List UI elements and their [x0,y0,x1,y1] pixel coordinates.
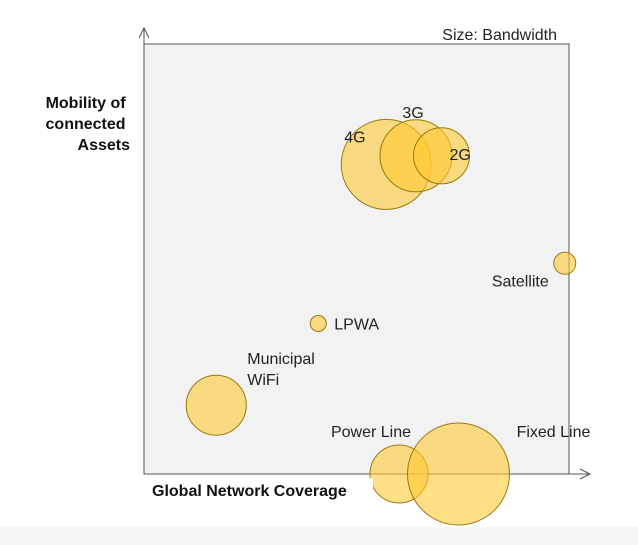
bubble-label-lpwa: LPWA [334,317,379,334]
bubble-label-fixed-line: Fixed Line [517,424,591,441]
bubble-label-group: 4G 3G 2G Satellite LPWA Municipal WiFi Power Li… [247,105,590,441]
bubble-lpwa [309,315,327,332]
y-axis-title: Mobility of connected Assets [46,95,131,154]
x-axis-title: Global Network Coverage [152,483,347,500]
bubble-fixed-line [407,422,510,526]
bubble-label-power-line: Power Line [331,424,411,441]
bubble-municipal-wifi [185,374,247,436]
footer-strip [0,527,638,545]
bubble-label-satellite: Satellite [492,273,549,290]
bubble-label-4g: 4G [344,129,365,146]
bubble-2g [413,127,470,185]
bubble-group [185,118,577,526]
x-axis-title-background [148,478,373,502]
x-axis-arrow [579,468,592,480]
y-axis-title-line-2: connected [46,116,126,133]
bubble-satellite [553,251,577,275]
bubble-label-municipal-wifi: Municipal WiFi [247,351,315,389]
y-axis-title-line-1: Mobility of [46,95,127,112]
y-axis-arrow [138,26,150,39]
size-legend-text: Size: Bandwidth [442,27,557,44]
bubble-label-3g: 3G [402,105,423,122]
bubble-label-2g: 2G [450,147,471,164]
y-axis-title-line-3: Assets [78,137,131,154]
